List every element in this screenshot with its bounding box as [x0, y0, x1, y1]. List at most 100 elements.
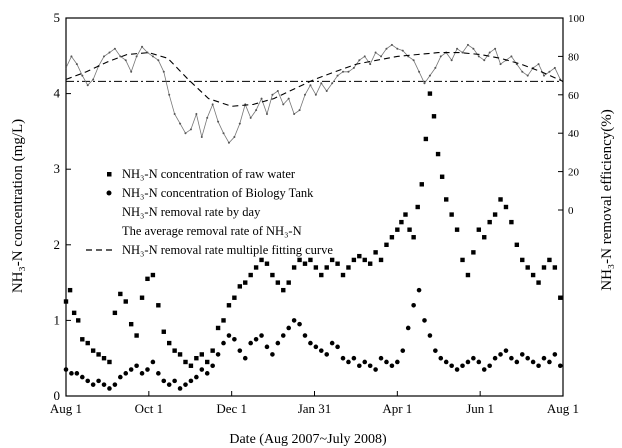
removal-rate-point: [439, 55, 442, 58]
biology-tank-point: [519, 352, 525, 357]
raw-water-point: [411, 235, 416, 240]
biology-tank-point: [118, 374, 123, 380]
raw-water-point: [71, 310, 77, 316]
y-left-tick-label: 3: [54, 161, 61, 176]
raw-water-point: [324, 265, 329, 270]
raw-water-point: [199, 352, 204, 357]
raw-water-point: [541, 265, 547, 270]
removal-rate-point: [162, 70, 165, 73]
legend-label: NH₃-N concentration of Biology Tank: [122, 186, 314, 200]
x-tick-label: Apr 1: [382, 401, 412, 416]
biology-tank-point: [204, 371, 210, 376]
biology-tank-point: [286, 325, 291, 331]
biology-tank-point: [188, 378, 194, 384]
raw-water-point: [357, 253, 362, 259]
biology-tank-point: [547, 359, 552, 365]
removal-rate-point: [461, 51, 464, 54]
biology-tank-point: [367, 363, 373, 369]
raw-water-point: [439, 174, 445, 179]
removal-rate-point: [184, 132, 187, 135]
removal-rate-point: [510, 55, 513, 58]
biology-tank-point: [308, 340, 313, 346]
legend: NH₃-N concentration of raw water NH₃-N co…: [86, 167, 333, 257]
removal-rate-point: [369, 63, 372, 66]
x-tick-label: Dec 1: [216, 401, 247, 416]
removal-rate-point: [423, 82, 426, 85]
removal-rate-point: [86, 84, 89, 87]
biology-tank-point: [275, 340, 281, 346]
raw-water-point: [156, 303, 161, 308]
removal-rate-point: [526, 74, 529, 77]
biology-tank-point: [351, 355, 357, 361]
removal-rate-point: [157, 59, 160, 62]
raw-water-point: [503, 204, 509, 210]
raw-water-point: [118, 291, 123, 297]
biology-tank-point: [460, 363, 465, 369]
removal-rate-point: [418, 70, 421, 73]
raw-water-point: [340, 272, 346, 278]
biology-tank-point: [465, 359, 471, 365]
raw-water-point: [297, 257, 302, 263]
biology-tank-point: [63, 367, 69, 372]
biology-tank-point: [318, 348, 324, 353]
biology-tank-point: [313, 344, 319, 350]
y-right-tick-label: 20: [568, 167, 580, 179]
y-left-tick-label: 0: [54, 388, 61, 403]
removal-rate-point: [477, 55, 480, 58]
raw-water-point: [427, 91, 433, 96]
raw-water-point: [85, 340, 90, 346]
raw-water-point: [107, 359, 112, 365]
biology-tank-point: [476, 359, 482, 365]
biology-tank-point: [422, 318, 427, 323]
biology-tank-point: [145, 367, 150, 372]
raw-water-point: [431, 114, 437, 119]
removal-rate-point: [472, 47, 475, 50]
biology-tank-point: [107, 386, 112, 391]
removal-rate-point: [456, 47, 459, 50]
removal-rate-point: [521, 70, 524, 73]
biology-tank-point: [194, 374, 199, 380]
removal-rate-point: [488, 51, 491, 54]
raw-water-point: [492, 212, 498, 217]
x-tick-label: Aug 1: [50, 401, 82, 416]
legend-label: NH₃-N concentration of raw water: [122, 167, 296, 181]
raw-water-point: [172, 348, 177, 353]
legend-marker-square: [107, 172, 112, 177]
raw-water-point: [435, 151, 441, 157]
raw-water-point: [281, 287, 286, 293]
raw-water-point: [346, 265, 351, 270]
removal-rate-point: [499, 63, 502, 66]
biology-tank-point: [226, 333, 232, 338]
biology-tank-point: [552, 352, 558, 357]
biology-tank-point: [514, 359, 520, 365]
biology-tank-point: [237, 348, 243, 353]
removal-rate-point: [396, 47, 399, 50]
raw-water-point: [482, 235, 487, 240]
raw-water-point: [335, 261, 340, 266]
biology-tank-point: [498, 352, 503, 357]
raw-water-point: [384, 242, 389, 247]
removal-rate-point: [363, 55, 366, 58]
raw-water-point: [221, 318, 226, 323]
y-axis-left-label: NH₃-N concentration (mg/L): [10, 119, 26, 293]
x-axis-label: Date (Aug 2007~July 2008): [229, 432, 387, 447]
removal-rate-point: [542, 74, 545, 77]
biology-tank-point: [395, 359, 400, 365]
raw-water-point: [444, 197, 449, 202]
removal-rate-point: [179, 122, 182, 125]
removal-rate-point: [75, 63, 78, 66]
biology-tank-point: [443, 359, 449, 365]
raw-water-point: [270, 272, 275, 278]
x-tick-label: Jun 1: [466, 401, 494, 416]
biology-tank-point: [79, 374, 85, 380]
removal-rate-point: [168, 93, 171, 96]
raw-water-point: [139, 295, 145, 300]
x-tick-label: Jan 31: [298, 401, 332, 416]
raw-water-point: [63, 299, 69, 304]
raw-water-point: [128, 321, 134, 327]
biology-tank-point: [384, 359, 389, 365]
removal-rate-point: [298, 109, 301, 112]
raw-water-point: [378, 257, 384, 263]
removal-rate-point: [70, 55, 73, 58]
raw-water-point: [319, 272, 324, 278]
